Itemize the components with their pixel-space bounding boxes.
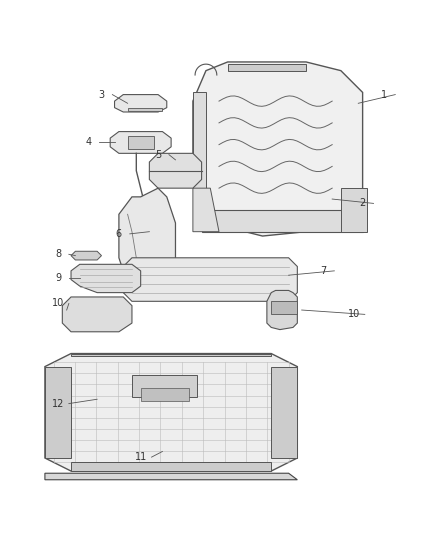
Polygon shape	[71, 353, 271, 356]
Polygon shape	[271, 367, 297, 458]
Polygon shape	[341, 188, 367, 232]
Polygon shape	[115, 94, 167, 112]
Polygon shape	[201, 210, 363, 232]
Polygon shape	[119, 188, 176, 293]
Polygon shape	[45, 473, 297, 480]
Polygon shape	[132, 375, 197, 397]
Text: 4: 4	[85, 138, 92, 148]
Text: 7: 7	[320, 266, 327, 276]
Text: 2: 2	[360, 198, 366, 208]
Text: 11: 11	[134, 452, 147, 462]
Polygon shape	[271, 301, 297, 314]
Polygon shape	[45, 367, 71, 458]
Polygon shape	[193, 188, 219, 232]
Polygon shape	[193, 62, 363, 236]
Text: 1: 1	[381, 90, 388, 100]
Polygon shape	[127, 136, 154, 149]
Text: 9: 9	[55, 273, 61, 283]
Polygon shape	[228, 64, 306, 71]
Polygon shape	[110, 132, 171, 154]
Text: 10: 10	[52, 298, 64, 309]
Polygon shape	[193, 92, 206, 206]
Polygon shape	[71, 264, 141, 293]
Polygon shape	[45, 353, 297, 471]
Text: 10: 10	[348, 309, 360, 319]
Polygon shape	[71, 462, 271, 471]
Text: 12: 12	[52, 399, 64, 409]
Text: 5: 5	[155, 150, 161, 160]
Text: 6: 6	[116, 229, 122, 239]
Polygon shape	[267, 290, 297, 329]
Polygon shape	[149, 154, 201, 188]
Text: 8: 8	[55, 249, 61, 260]
Text: 3: 3	[99, 90, 105, 100]
Polygon shape	[127, 108, 162, 111]
Polygon shape	[141, 389, 188, 401]
Polygon shape	[123, 258, 297, 301]
Polygon shape	[62, 297, 132, 332]
Polygon shape	[71, 251, 102, 260]
